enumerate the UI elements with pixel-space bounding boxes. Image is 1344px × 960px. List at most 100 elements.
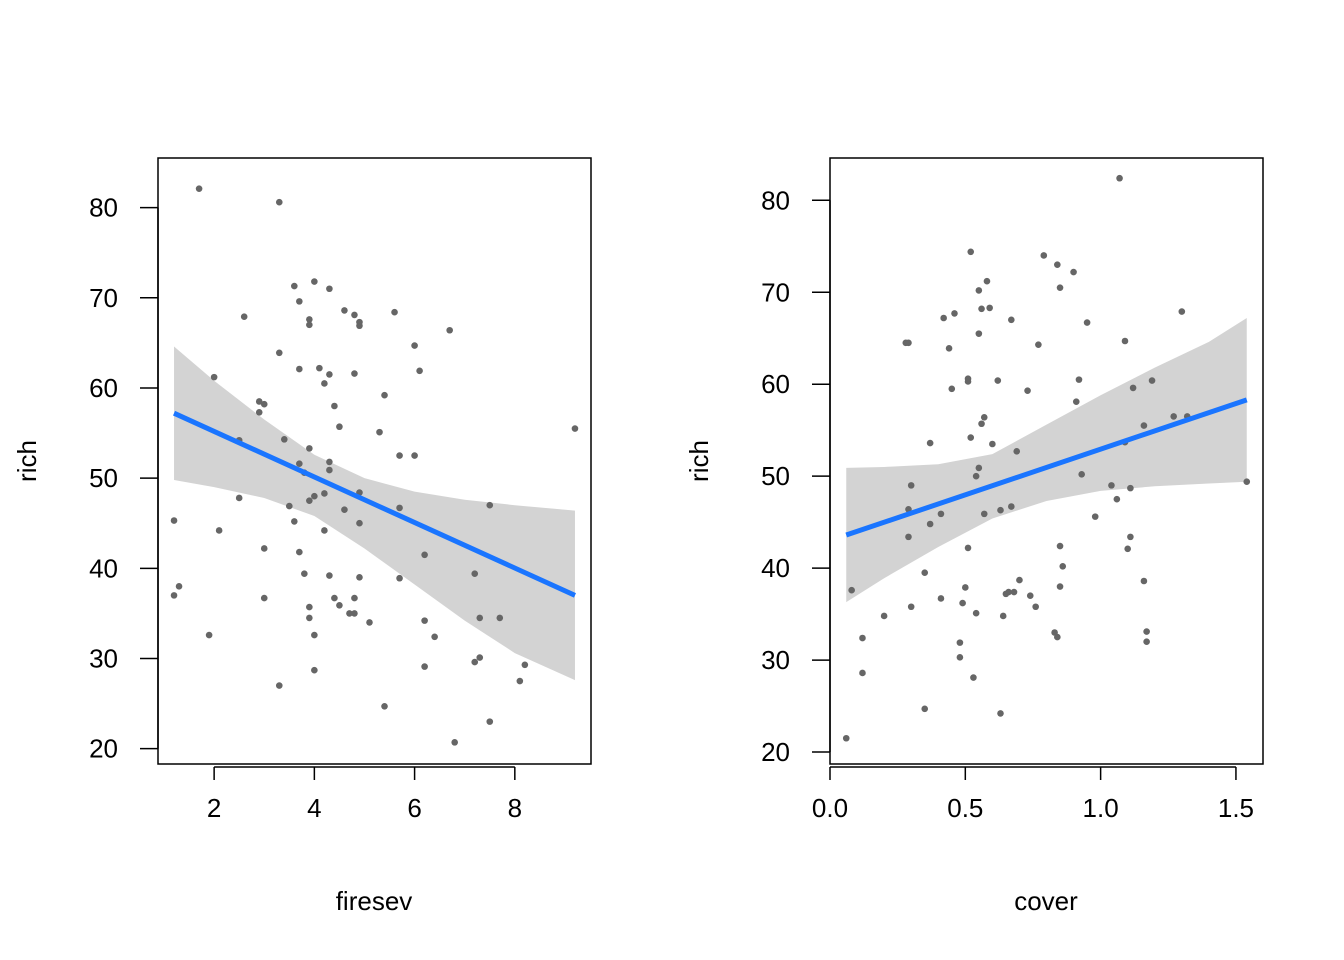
data-point bbox=[195, 185, 203, 192]
data-point bbox=[1070, 268, 1077, 276]
data-point bbox=[951, 310, 958, 317]
data-point bbox=[326, 458, 333, 466]
data-point bbox=[921, 705, 929, 713]
data-point bbox=[962, 584, 969, 591]
data-point bbox=[972, 609, 980, 617]
data-point bbox=[286, 502, 293, 510]
data-point bbox=[1072, 398, 1080, 405]
data-point bbox=[1032, 603, 1039, 611]
data-point bbox=[411, 452, 418, 459]
data-point bbox=[321, 527, 328, 534]
data-point bbox=[1243, 478, 1251, 485]
data-point bbox=[1008, 503, 1015, 510]
x-tick-label: 0.0 bbox=[812, 793, 848, 823]
x-axis-label: firesev bbox=[336, 886, 413, 916]
data-point bbox=[859, 634, 866, 642]
data-point bbox=[306, 321, 313, 329]
y-axis-label: rich bbox=[684, 440, 714, 482]
data-points-layer bbox=[842, 174, 1251, 742]
y-tick-label: 40 bbox=[761, 553, 790, 583]
confidence-band-layer bbox=[846, 318, 1247, 603]
data-point bbox=[496, 614, 504, 622]
data-point bbox=[905, 339, 912, 347]
data-point bbox=[1059, 562, 1067, 570]
data-point bbox=[260, 545, 268, 552]
data-point bbox=[275, 349, 283, 357]
confidence-band bbox=[174, 346, 575, 681]
data-point bbox=[1026, 592, 1034, 600]
y-tick-label: 20 bbox=[761, 737, 790, 767]
data-point bbox=[356, 322, 363, 330]
data-point bbox=[1056, 542, 1064, 550]
data-point bbox=[321, 490, 328, 497]
data-point bbox=[311, 278, 318, 285]
data-point bbox=[921, 569, 929, 577]
data-point bbox=[945, 345, 953, 352]
data-point bbox=[1127, 484, 1134, 492]
data-point bbox=[1121, 337, 1129, 345]
data-point bbox=[311, 631, 318, 639]
data-point bbox=[1054, 633, 1061, 641]
data-point bbox=[260, 400, 268, 408]
data-point bbox=[956, 639, 964, 646]
data-point bbox=[306, 497, 313, 504]
x-axis: 2 4 6 8 bbox=[207, 766, 522, 823]
x-axis-label: cover bbox=[1014, 886, 1078, 916]
data-point bbox=[321, 380, 328, 387]
data-point bbox=[967, 248, 975, 256]
data-point bbox=[331, 402, 338, 410]
data-point bbox=[859, 669, 866, 677]
y-tick-label: 80 bbox=[89, 193, 118, 223]
data-point bbox=[972, 472, 980, 480]
confidence-band bbox=[846, 318, 1247, 603]
data-point bbox=[296, 365, 303, 373]
data-point bbox=[421, 551, 428, 559]
data-point bbox=[1010, 588, 1018, 596]
x-tick-label: 1.0 bbox=[1083, 793, 1119, 823]
data-point bbox=[1013, 448, 1021, 455]
y-tick-label: 40 bbox=[89, 553, 118, 583]
data-point bbox=[1170, 413, 1177, 420]
y-tick-label: 70 bbox=[89, 283, 118, 313]
data-point bbox=[336, 601, 343, 609]
data-point bbox=[999, 612, 1007, 620]
data-point bbox=[926, 520, 934, 528]
data-point bbox=[351, 610, 358, 617]
y-tick-label: 70 bbox=[761, 277, 790, 307]
data-point bbox=[1035, 341, 1042, 348]
data-point bbox=[301, 570, 308, 578]
data-point bbox=[1127, 533, 1134, 541]
data-point bbox=[341, 506, 348, 513]
data-point bbox=[907, 482, 915, 489]
data-point bbox=[446, 326, 453, 334]
data-point bbox=[980, 414, 988, 421]
data-point bbox=[997, 710, 1004, 717]
data-point bbox=[1113, 495, 1121, 503]
y-tick-label: 30 bbox=[761, 645, 790, 675]
data-point bbox=[306, 614, 313, 622]
data-point bbox=[235, 494, 243, 502]
data-point bbox=[351, 594, 358, 602]
data-point bbox=[396, 504, 403, 512]
data-point bbox=[997, 506, 1004, 514]
data-point bbox=[341, 307, 348, 314]
data-point bbox=[948, 385, 956, 393]
y-tick-label: 20 bbox=[89, 734, 118, 764]
data-point bbox=[326, 572, 333, 579]
data-point bbox=[486, 501, 494, 509]
data-point bbox=[1148, 377, 1156, 384]
data-point bbox=[1124, 545, 1131, 553]
data-point bbox=[1140, 577, 1148, 585]
y-tick-label: 50 bbox=[89, 463, 118, 493]
data-points-layer bbox=[170, 185, 579, 746]
data-point bbox=[975, 330, 983, 337]
data-point bbox=[215, 527, 223, 534]
confidence-band-layer bbox=[174, 346, 575, 681]
data-point bbox=[451, 739, 458, 746]
data-point bbox=[255, 409, 263, 416]
data-point bbox=[994, 377, 1002, 384]
x-axis: 0.0 0.5 1.0 1.5 bbox=[812, 766, 1254, 823]
data-point bbox=[175, 583, 183, 590]
y-tick-label: 60 bbox=[89, 373, 118, 403]
data-point bbox=[421, 663, 428, 670]
